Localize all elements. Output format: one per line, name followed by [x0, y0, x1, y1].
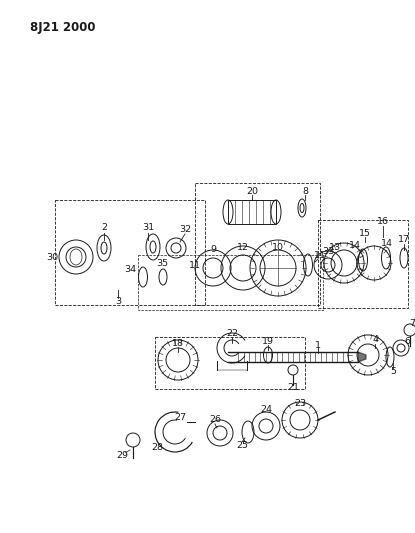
- Text: 8: 8: [302, 187, 308, 196]
- Text: 18: 18: [172, 338, 184, 348]
- Polygon shape: [358, 352, 366, 362]
- Text: 11: 11: [189, 261, 201, 270]
- Circle shape: [126, 433, 140, 447]
- Text: 30: 30: [46, 253, 58, 262]
- Text: 25: 25: [236, 441, 248, 450]
- Text: 20: 20: [246, 187, 258, 196]
- Text: 3: 3: [115, 297, 121, 306]
- Text: 9: 9: [210, 246, 216, 254]
- Text: 33: 33: [322, 247, 334, 256]
- Text: 10: 10: [272, 244, 284, 253]
- Text: 15: 15: [359, 229, 371, 238]
- Text: 6: 6: [404, 337, 410, 346]
- Bar: [138, 255, 323, 310]
- Text: 24: 24: [260, 406, 272, 415]
- Text: 22: 22: [226, 328, 238, 337]
- Text: 7: 7: [409, 319, 415, 327]
- Text: 14: 14: [381, 238, 393, 247]
- Text: 23: 23: [294, 400, 306, 408]
- Text: 8J21 2000: 8J21 2000: [30, 21, 95, 35]
- Text: 1: 1: [315, 341, 321, 350]
- Circle shape: [288, 365, 298, 375]
- Text: 17: 17: [398, 236, 410, 245]
- Bar: [318, 220, 408, 308]
- Text: 16: 16: [377, 217, 389, 227]
- Bar: [55, 200, 205, 305]
- Text: 35: 35: [156, 259, 168, 268]
- Bar: [155, 337, 305, 389]
- Text: 28: 28: [151, 442, 163, 451]
- Text: 13: 13: [329, 243, 341, 252]
- Text: 14: 14: [349, 240, 361, 249]
- Bar: [228, 200, 276, 224]
- Text: 32: 32: [179, 225, 191, 235]
- Bar: [195, 183, 320, 305]
- Text: 19: 19: [262, 336, 274, 345]
- Text: 12: 12: [237, 244, 249, 253]
- Text: 29: 29: [116, 450, 128, 459]
- Text: 5: 5: [390, 367, 396, 376]
- Text: 4: 4: [372, 335, 378, 344]
- Text: 21: 21: [287, 384, 299, 392]
- Text: 34: 34: [124, 265, 136, 274]
- Text: 31: 31: [142, 223, 154, 232]
- Text: 11: 11: [314, 251, 326, 260]
- Text: 26: 26: [209, 416, 221, 424]
- Text: 2: 2: [101, 223, 107, 232]
- Text: 27: 27: [174, 413, 186, 422]
- Circle shape: [404, 324, 415, 336]
